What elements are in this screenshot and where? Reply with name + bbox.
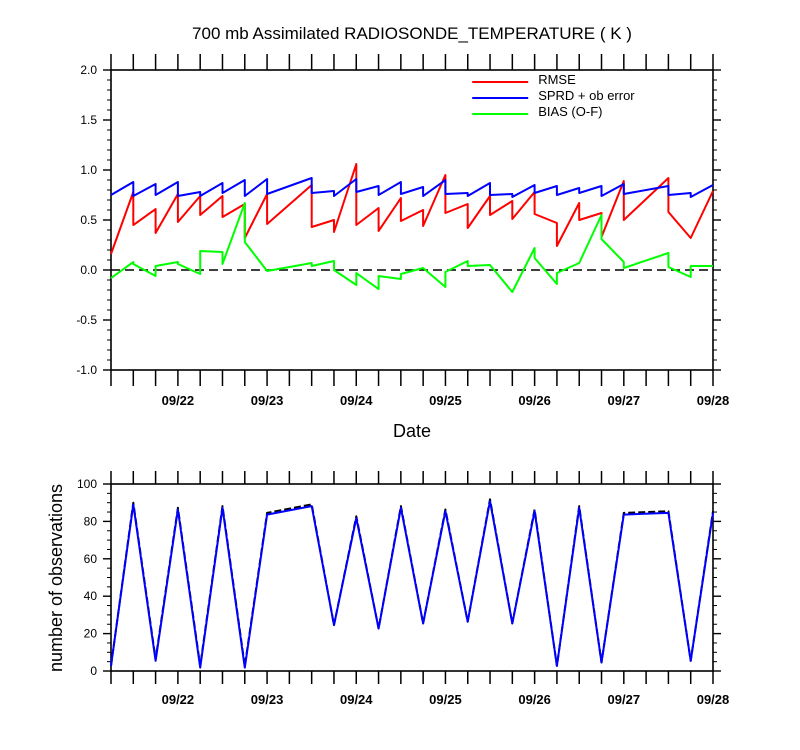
x-axis-title: Date xyxy=(393,421,431,441)
series-line-bias-o-f xyxy=(110,202,713,293)
series-line-rmse xyxy=(110,163,714,255)
x-tick-label: 09/23 xyxy=(251,393,284,408)
y-axis-title-observations: number of observations xyxy=(46,484,66,672)
y-tick-label: 0.5 xyxy=(80,213,97,227)
x-tick-label: 09/28 xyxy=(697,393,730,408)
y-tick-label: 1.0 xyxy=(80,163,97,177)
y-tick-label: -1.0 xyxy=(76,363,97,377)
series-line-sprd-ob-error xyxy=(110,177,714,198)
y-tick-label: 80 xyxy=(84,514,98,528)
x-tick-label: 09/24 xyxy=(340,692,373,707)
legend-label: RMSE xyxy=(538,72,576,87)
y-tick-label: 1.5 xyxy=(80,113,97,127)
top-panel: 09/22 09/23 09/24 09/25 09/26 09/27 09/28 -1.0 -… xyxy=(76,54,729,408)
x-tick-label: 09/27 xyxy=(608,393,641,408)
y-tick-label: 0 xyxy=(90,664,97,678)
x-tick-label: 09/26 xyxy=(518,393,551,408)
chart-title: 700 mb Assimilated RADIOSONDE_TEMPERATUR… xyxy=(192,24,632,43)
y-tick-label: 40 xyxy=(84,589,98,603)
bottom-panel: 09/22 09/23 09/24 09/25 09/26 09/27 09/28 0 20 40… xyxy=(77,471,729,707)
x-tick-label: 09/25 xyxy=(429,393,462,408)
y-tick-label: 20 xyxy=(84,627,98,641)
plot-frame xyxy=(110,483,714,672)
x-tick-label: 09/28 xyxy=(697,692,730,707)
y-tick-label: 2.0 xyxy=(80,63,97,77)
plot-frame xyxy=(110,69,714,371)
y-tick-label: -0.5 xyxy=(76,313,97,327)
x-tick-label: 09/27 xyxy=(608,692,641,707)
x-tick-label: 09/24 xyxy=(340,393,373,408)
x-tick-label: 09/22 xyxy=(162,393,195,408)
y-tick-label: 100 xyxy=(77,477,97,491)
x-tick-label: 09/26 xyxy=(518,692,551,707)
x-tick-label: 09/25 xyxy=(429,692,462,707)
y-tick-label: 60 xyxy=(84,552,98,566)
x-tick-label: 09/22 xyxy=(162,692,195,707)
series-line-used xyxy=(110,500,714,669)
y-tick-label: 0.0 xyxy=(80,263,97,277)
legend-label: SPRD + ob error xyxy=(538,88,635,103)
legend-label: BIAS (O-F) xyxy=(538,104,602,119)
x-tick-label: 09/23 xyxy=(251,692,284,707)
